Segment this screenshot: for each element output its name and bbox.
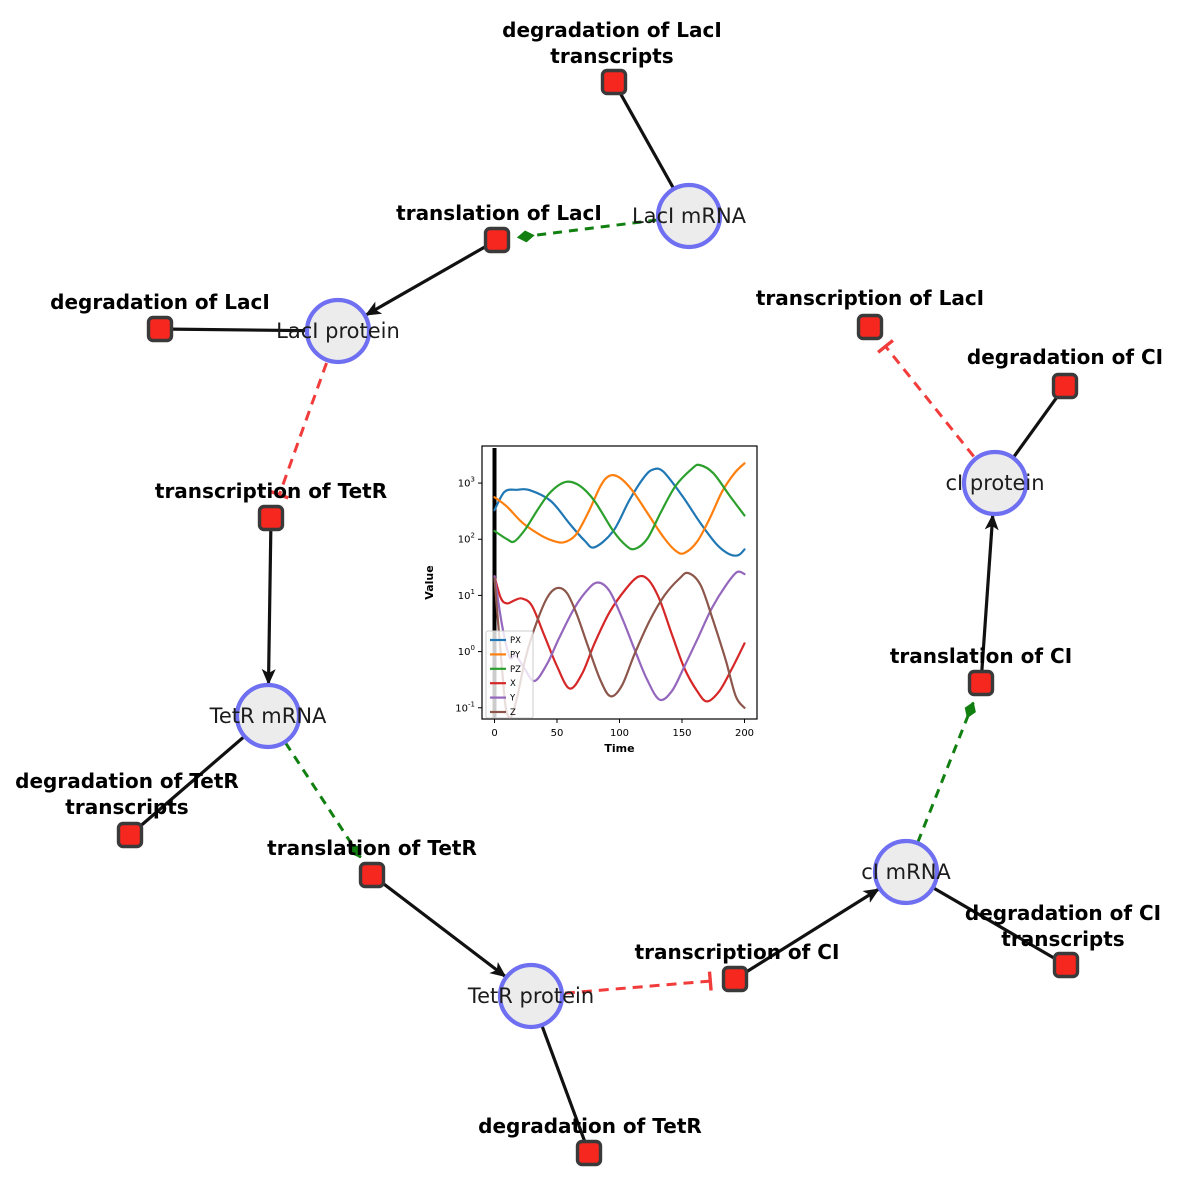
reaction-node-tx_tetr	[257, 504, 285, 532]
reaction-node-deg_tetr	[575, 1139, 603, 1167]
species-node-tetr_protein	[497, 962, 565, 1030]
reaction-label-transl_ci: translation of CI	[890, 643, 1072, 669]
reaction-label-deg_laci: degradation of LacI	[50, 289, 270, 315]
series-line-PZ	[493, 463, 746, 551]
reaction-node-tx_laci	[856, 313, 884, 341]
species-label-ci_protein: cI protein	[945, 471, 1045, 495]
reaction-node-transl_ci	[967, 669, 995, 697]
x-tick-label: 100	[610, 728, 629, 739]
series-line-X	[493, 574, 746, 703]
reaction-label-line: degradation of TetR	[15, 769, 239, 793]
reaction-label-line: translation of LacI	[396, 201, 602, 225]
edge-modifier-ci_mrna-transl_ci	[904, 701, 976, 873]
legend-label-PX: PX	[510, 636, 521, 646]
edge-modifier-tetr_mrna-transl_tetr	[266, 715, 362, 859]
species-label-laci_protein: LacI protein	[276, 319, 400, 343]
legend-label-Y: Y	[509, 694, 516, 704]
reaction-label-transl_tetr: translation of TetR	[267, 835, 477, 861]
y-tick-label: 103	[458, 476, 475, 490]
reaction-label-line: degradation of LacI	[50, 290, 270, 314]
x-axis-label: Time	[604, 742, 634, 755]
edge-inhibition-ci_protein-tx_laci	[877, 339, 997, 484]
x-tick-label: 150	[672, 728, 691, 739]
x-tick-label: 50	[551, 728, 564, 739]
reaction-label-line: translation of CI	[889, 644, 1073, 668]
reaction-label-line: transcription of TetR	[154, 479, 388, 503]
y-axis-label: Value	[423, 565, 436, 599]
species-node-ci_protein	[961, 449, 1029, 517]
reaction-node-deg_tetr_tx	[116, 821, 144, 849]
species-node-ci_mrna	[872, 838, 940, 906]
reaction-label-line: transcripts	[1001, 927, 1125, 951]
x-tick-label: 200	[735, 728, 754, 739]
species-label-tetr_mrna: TetR mRNA	[209, 704, 327, 728]
edge-inhibition-laci_protein-tx_tetr	[269, 330, 340, 500]
legend-label-PZ: PZ	[510, 665, 521, 675]
legend-label-PY: PY	[510, 650, 521, 660]
reaction-label-line: transcripts	[550, 44, 674, 68]
series-line-PY	[493, 462, 746, 555]
edge-production-tx_tetr-tetr_mrna	[261, 517, 276, 686]
inset-plot: 0 50 100 150 200 10-1 100 101 102 103 Time Value PX P…	[423, 445, 758, 755]
reaction-node-transl_tetr	[358, 861, 386, 889]
reaction-label-deg_ci_tx: degradation of CI transcripts	[965, 900, 1161, 952]
reaction-label-deg_tetr: degradation of TetR	[478, 1113, 702, 1139]
reaction-label-line: degradation of TetR	[478, 1114, 702, 1138]
reaction-label-line: transcripts	[65, 795, 189, 819]
species-node-laci_protein	[304, 297, 372, 365]
edge-modifier-laci_mrna-transl_laci	[516, 214, 690, 243]
edge-production-tx_ci-ci_mrna	[734, 887, 880, 981]
reaction-label-line: degradation of CI	[964, 901, 1162, 925]
x-tick-label: 0	[491, 728, 497, 739]
reaction-label-deg_laci_tx: degradation of LacI transcripts	[502, 17, 722, 69]
reaction-label-line: translation of TetR	[267, 836, 477, 860]
reaction-label-tx_ci: transcription of CI	[635, 939, 840, 965]
reaction-label-transl_laci: translation of LacI	[396, 200, 602, 226]
species-node-laci_mrna	[655, 182, 723, 250]
y-tick-label: 102	[458, 532, 475, 546]
reaction-label-line: transcription of CI	[634, 940, 840, 964]
legend-label-Z: Z	[510, 708, 516, 718]
reaction-node-tx_ci	[721, 965, 749, 993]
reaction-label-line: degradation of CI	[966, 345, 1164, 369]
reaction-label-tx_tetr: transcription of TetR	[155, 478, 387, 504]
edge-production-transl_laci-laci_protein	[364, 238, 498, 317]
species-label-ci_mrna: cI mRNA	[861, 860, 951, 884]
legend-box	[485, 630, 534, 719]
edge-production-transl_tetr-tetr_protein	[371, 873, 507, 978]
species-node-tetr_mrna	[234, 682, 302, 750]
reaction-node-deg_ci_tx	[1052, 951, 1080, 979]
species-label-laci_mrna: LacI mRNA	[631, 204, 747, 228]
legend-label-X: X	[510, 679, 516, 689]
reaction-label-line: transcription of LacI	[755, 286, 985, 310]
reaction-label-line: degradation of LacI	[502, 18, 722, 42]
series-line-PX	[493, 467, 746, 557]
reaction-label-tx_laci: transcription of LacI	[756, 285, 984, 311]
species-label-tetr_protein: TetR protein	[467, 984, 595, 1008]
reaction-label-deg_tetr_tx: degradation of TetR transcripts	[15, 768, 239, 820]
reaction-node-deg_ci	[1051, 372, 1079, 400]
y-tick-label: 101	[458, 588, 475, 602]
reaction-node-transl_laci	[483, 226, 511, 254]
edge-production-transl_ci-ci_protein	[979, 513, 999, 684]
reaction-node-deg_laci_tx	[600, 68, 628, 96]
edge-inhibition-tetr_protein-tx_ci	[530, 971, 713, 998]
y-tick-label: 100	[458, 644, 475, 658]
reaction-node-deg_laci	[146, 315, 174, 343]
reaction-label-deg_ci: degradation of CI	[967, 344, 1163, 370]
y-tick-label: 10-1	[455, 700, 475, 714]
